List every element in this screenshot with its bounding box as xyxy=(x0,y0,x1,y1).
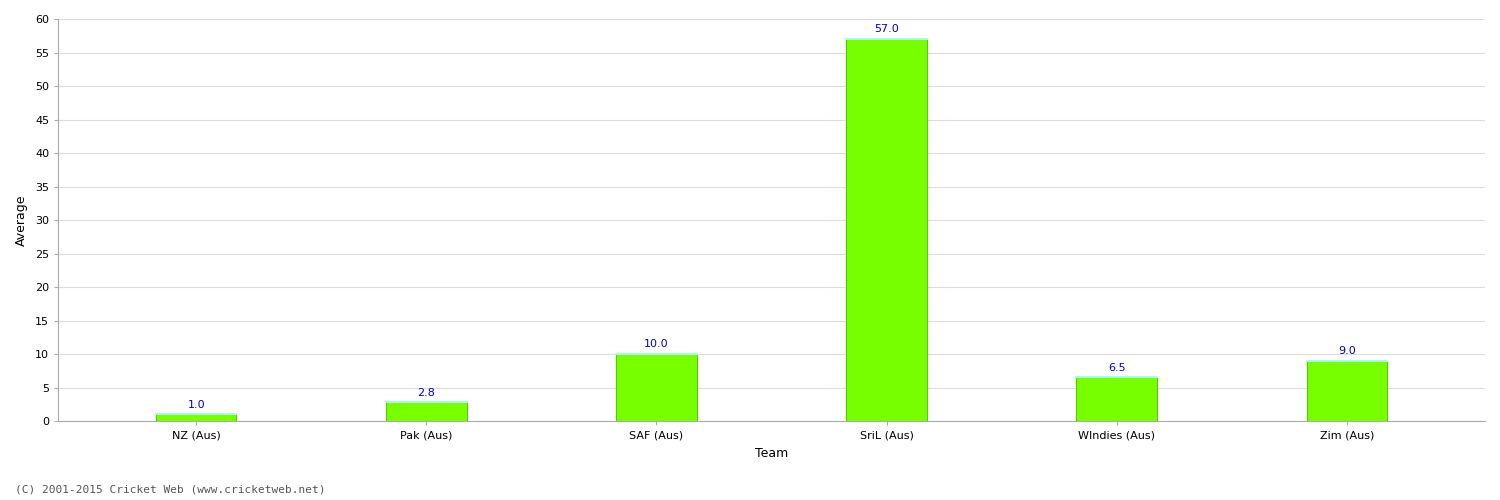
Text: 1.0: 1.0 xyxy=(188,400,206,409)
Bar xyxy=(386,402,466,421)
Bar xyxy=(1306,360,1388,421)
Text: 10.0: 10.0 xyxy=(644,340,669,349)
Text: 9.0: 9.0 xyxy=(1338,346,1356,356)
Text: 2.8: 2.8 xyxy=(417,388,435,398)
Bar xyxy=(846,39,927,421)
Bar xyxy=(156,414,237,421)
X-axis label: Team: Team xyxy=(754,447,788,460)
Text: 6.5: 6.5 xyxy=(1108,363,1125,373)
Bar xyxy=(616,354,698,421)
Bar xyxy=(1077,378,1156,421)
Text: (C) 2001-2015 Cricket Web (www.cricketweb.net): (C) 2001-2015 Cricket Web (www.cricketwe… xyxy=(15,485,326,495)
Y-axis label: Average: Average xyxy=(15,194,28,246)
Text: 57.0: 57.0 xyxy=(874,24,898,34)
